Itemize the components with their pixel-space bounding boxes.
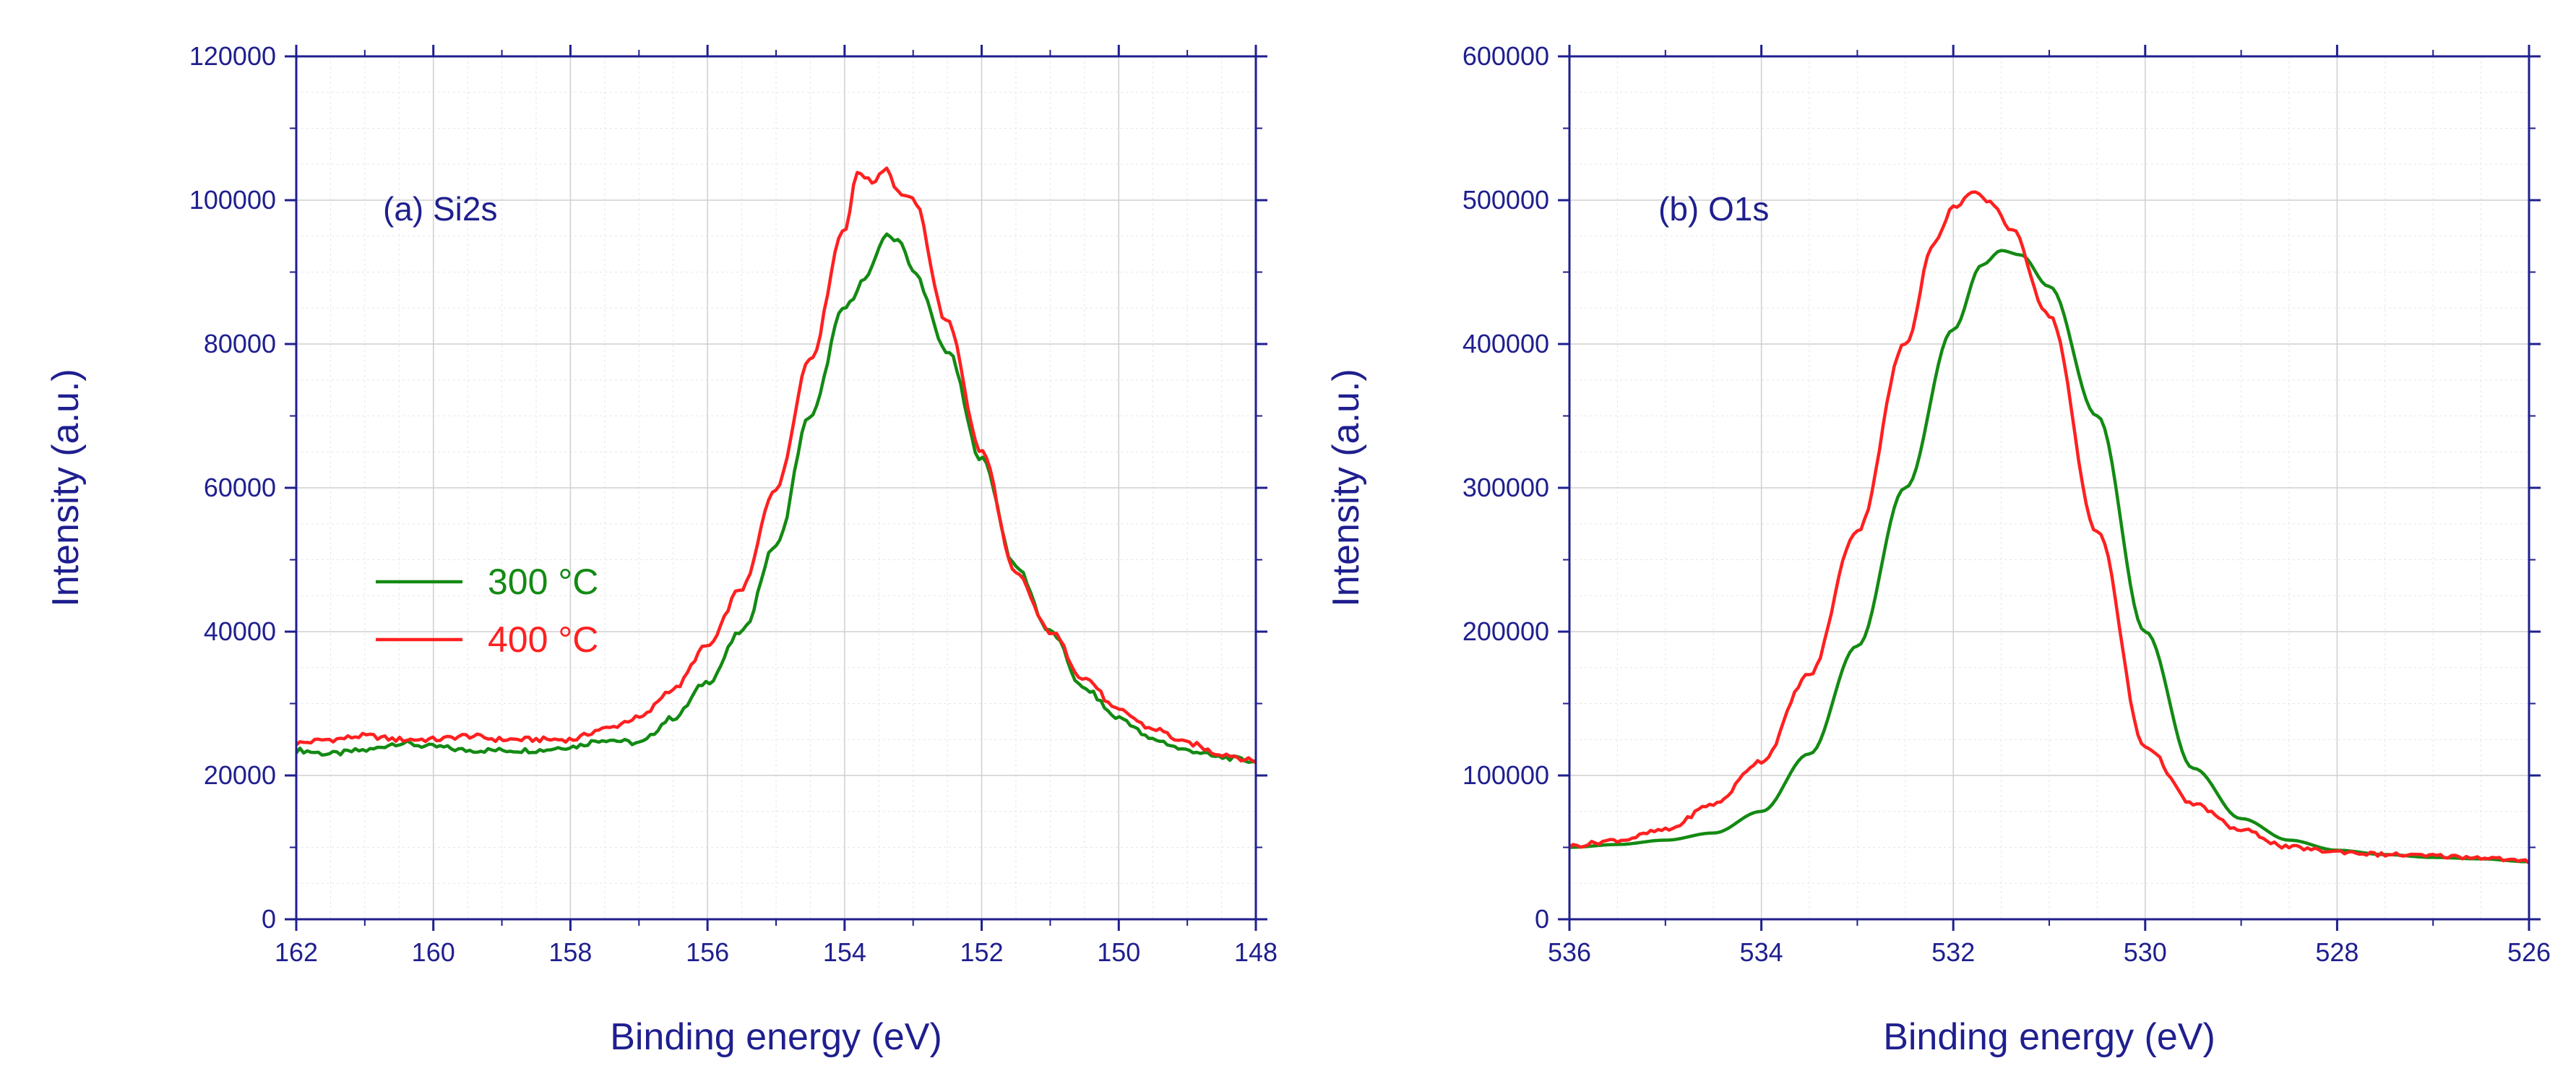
x-tick-label: 150 xyxy=(1097,937,1140,967)
x-axis-title: Binding energy (eV) xyxy=(1883,1016,2215,1058)
axes: 536 534 532 530 528 526 0 100000 200000 300000 400… xyxy=(1463,41,2551,967)
axes: 162 160 158 156 154 152 150 148 0 20000 40000 60000… xyxy=(189,41,1278,967)
x-tick-label: 534 xyxy=(1740,937,1783,967)
legend-label: 300 °C xyxy=(488,562,598,602)
y-axis-title: Intensity (a.u.) xyxy=(1325,369,1367,606)
series-line-400c xyxy=(295,166,1257,765)
x-tick-label: 528 xyxy=(2315,937,2359,967)
grid xyxy=(1569,56,2530,920)
legend-label: 400 °C xyxy=(488,619,598,660)
y-tick-label: 100000 xyxy=(1463,760,1549,790)
x-tick-label: 148 xyxy=(1234,937,1278,967)
y-tick-label: 0 xyxy=(1535,904,1549,934)
y-tick-label: 60000 xyxy=(204,473,276,502)
grid xyxy=(296,56,1257,920)
y-tick-label: 0 xyxy=(262,904,276,934)
x-tick-label: 162 xyxy=(275,937,318,967)
y-tick-label: 20000 xyxy=(204,760,276,790)
series-line-300c xyxy=(295,232,1257,765)
y-tick-label: 400000 xyxy=(1463,329,1549,358)
y-axis-title: Intensity (a.u.) xyxy=(45,369,87,606)
y-tick-label: 40000 xyxy=(204,616,276,646)
y-tick-label: 500000 xyxy=(1463,185,1549,215)
legend: 300 °C 400 °C xyxy=(376,562,598,660)
panel-label: (b) O1s xyxy=(1658,190,1769,228)
y-tick-label: 100000 xyxy=(189,185,276,215)
x-tick-label: 526 xyxy=(2507,937,2551,967)
panel-b-o1s: 536 534 532 530 528 526 0 100000 200000 300000 400… xyxy=(1325,41,2551,1058)
y-tick-label: 300000 xyxy=(1463,473,1549,502)
x-tick-label: 532 xyxy=(1931,937,1975,967)
x-tick-label: 536 xyxy=(1548,937,1591,967)
panel-a-si2s: 162 160 158 156 154 152 150 148 0 20000 40000 60000… xyxy=(45,41,1278,1058)
x-axis-title: Binding energy (eV) xyxy=(610,1016,942,1058)
panel-label: (a) Si2s xyxy=(383,190,497,228)
x-tick-label: 156 xyxy=(686,937,729,967)
x-tick-label: 530 xyxy=(2124,937,2167,967)
series-line-400c xyxy=(1568,190,2530,865)
y-tick-label: 120000 xyxy=(189,41,276,71)
x-tick-label: 160 xyxy=(412,937,455,967)
y-tick-label: 200000 xyxy=(1463,616,1549,646)
x-tick-label: 158 xyxy=(548,937,592,967)
x-tick-label: 154 xyxy=(823,937,866,967)
y-tick-label: 600000 xyxy=(1463,41,1549,71)
x-tick-label: 152 xyxy=(960,937,1004,967)
y-tick-label: 80000 xyxy=(204,329,276,358)
